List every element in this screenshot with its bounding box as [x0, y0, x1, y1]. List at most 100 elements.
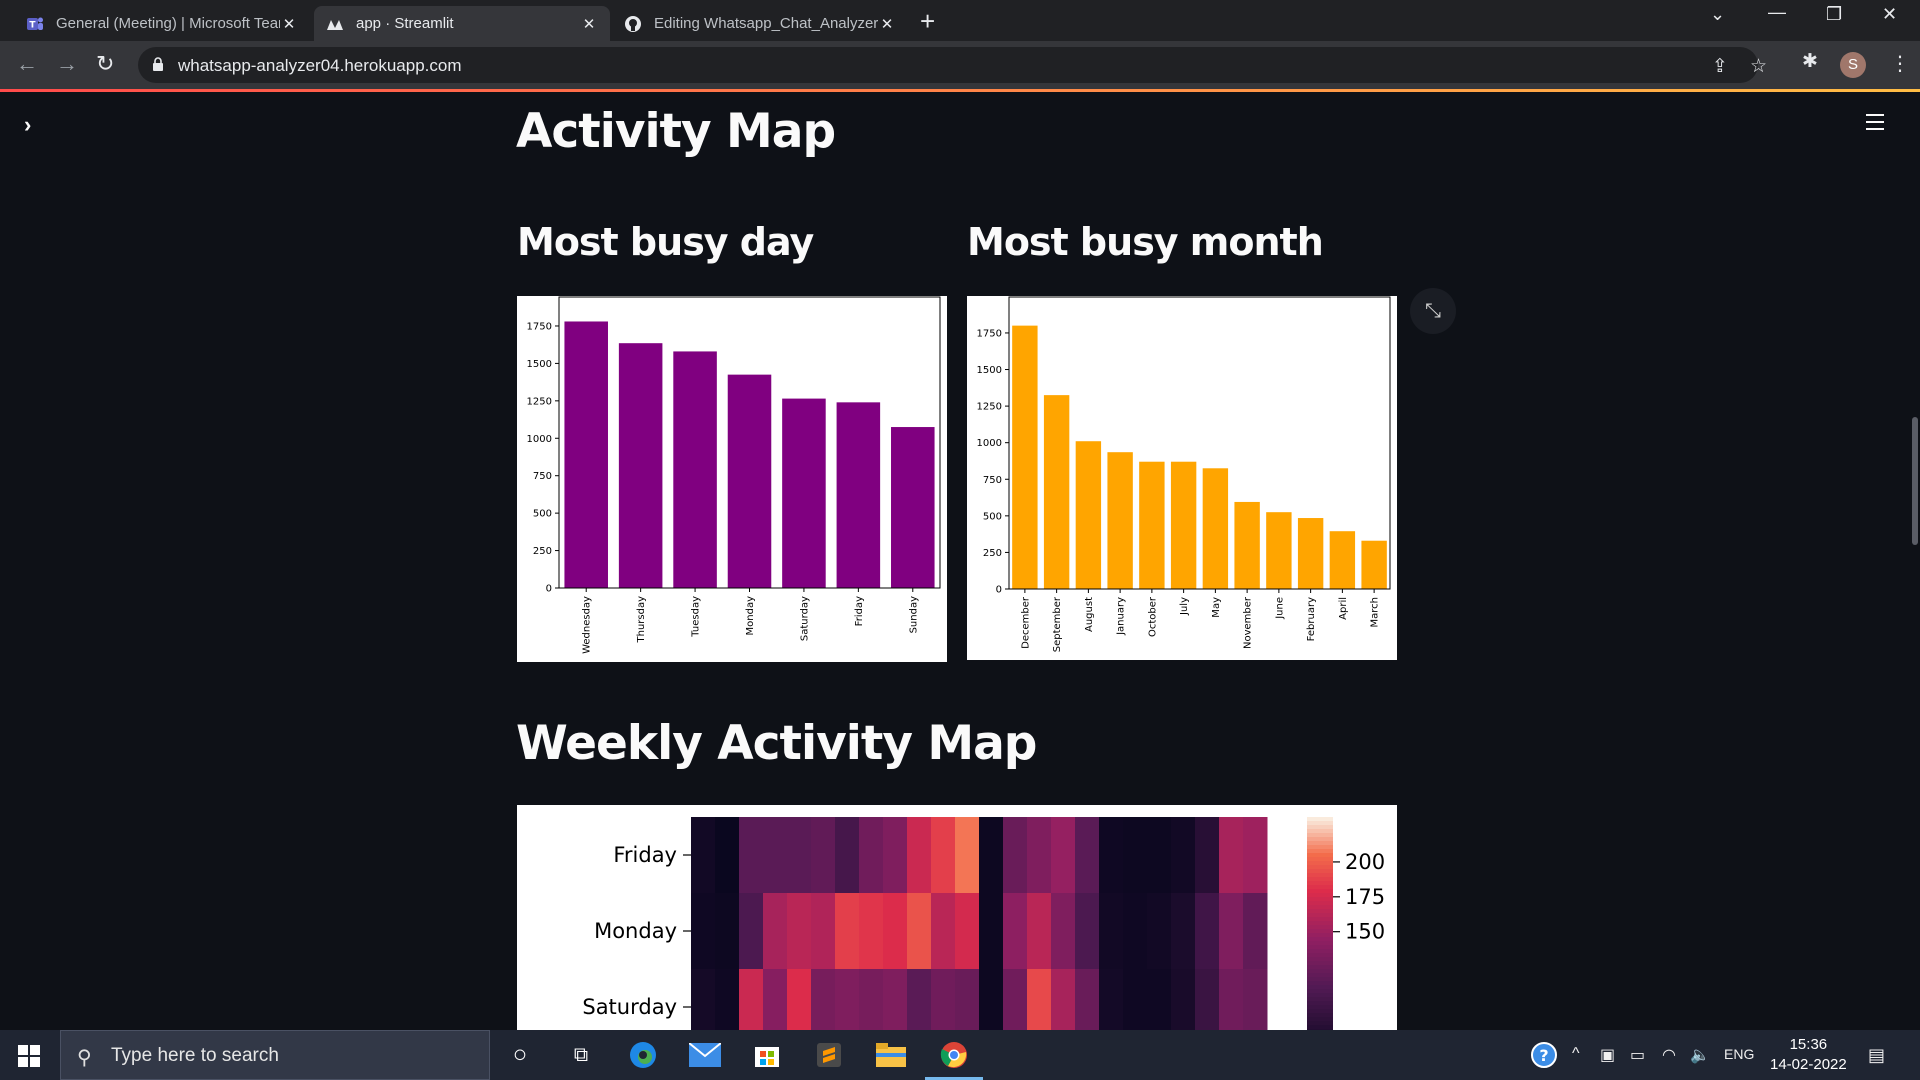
edge-icon[interactable] — [626, 1038, 660, 1072]
page-scrollbar[interactable] — [1912, 417, 1918, 545]
colorbar-segment — [1307, 821, 1333, 826]
x-tick-label: Saturday — [799, 596, 810, 641]
heatmap-cell — [763, 817, 788, 894]
colorbar-segment — [1307, 921, 1333, 926]
bar — [564, 321, 608, 588]
main-menu-icon[interactable] — [1866, 114, 1884, 135]
heatmap-cell — [1147, 969, 1172, 1030]
file-explorer-icon[interactable] — [874, 1038, 908, 1072]
colorbar-segment — [1307, 889, 1333, 894]
x-tick-label: Sunday — [908, 596, 919, 633]
heatmap-cell — [691, 893, 716, 970]
wifi-icon[interactable]: ◠ — [1662, 1047, 1676, 1064]
heatmap-cell — [1243, 893, 1268, 970]
colorbar-segment — [1307, 885, 1333, 890]
sidebar-expand-chevron-icon[interactable]: › — [24, 112, 32, 137]
colorbar-segment — [1307, 961, 1333, 966]
bar — [673, 351, 717, 588]
notifications-icon[interactable]: ▤ — [1868, 1045, 1886, 1065]
y-tick-label: 250 — [533, 546, 552, 557]
close-icon[interactable]: ✕ — [582, 15, 596, 33]
profile-avatar[interactable]: S — [1840, 52, 1866, 78]
help-icon[interactable]: ? — [1530, 1041, 1558, 1074]
show-hidden-icons-chevron-icon[interactable]: ^ — [1572, 1045, 1580, 1062]
cortana-icon[interactable]: ○ — [512, 1041, 528, 1068]
reload-button[interactable]: ↻ — [96, 51, 115, 76]
restore-button[interactable]: ❐ — [1826, 4, 1843, 24]
heatmap-cell — [811, 817, 836, 894]
x-tick-label: November — [1243, 596, 1254, 649]
colorbar-segment — [1307, 1009, 1333, 1014]
taskbar-clock[interactable]: 15:36 14-02-2022 — [1770, 1036, 1847, 1073]
forward-button[interactable]: → — [56, 51, 78, 76]
tab-github[interactable]: Editing Whatsapp_Chat_Analyzer ✕ — [612, 6, 908, 41]
busy-day-bar-chart: 0 250 500 750 1000 1250 1500 1750 Wednesday Thurs… — [527, 296, 941, 654]
battery-icon[interactable]: ▭ — [1630, 1047, 1646, 1064]
heatmap-cell — [931, 969, 956, 1030]
heatmap-cell — [859, 817, 884, 894]
address-bar[interactable]: whatsapp-analyzer04.herokuapp.com ⇪ ☆ — [138, 47, 1767, 83]
window-close-button[interactable]: ✕ — [1882, 4, 1898, 24]
bar — [1266, 512, 1292, 589]
colorbar-segment — [1307, 825, 1333, 830]
tab-microsoft-teams[interactable]: T General (Meeting) | Microsoft Teams ✕ — [14, 6, 310, 41]
browser-menu-icon[interactable]: ⋮ — [1890, 53, 1910, 75]
x-tick-label: July — [1179, 597, 1190, 616]
heatmap-cell — [979, 817, 1004, 894]
taskbar-search-box[interactable]: ⚲ Type here to search — [60, 1030, 490, 1080]
colorbar-segment — [1307, 853, 1333, 858]
close-icon[interactable]: ✕ — [880, 15, 894, 33]
back-button[interactable]: ← — [16, 51, 38, 76]
windows-start-icon[interactable] — [18, 1045, 40, 1067]
colorbar-segment — [1307, 901, 1333, 906]
colorbar-segment — [1307, 1005, 1333, 1010]
tab-streamlit[interactable]: app · Streamlit ✕ — [314, 6, 610, 41]
task-view-icon[interactable]: ⧉ — [573, 1043, 589, 1066]
heatmap-cell — [1051, 893, 1076, 970]
sublime-text-icon[interactable] — [812, 1038, 846, 1072]
heatmap-cell — [1003, 817, 1028, 894]
close-icon[interactable]: ✕ — [282, 15, 296, 33]
colorbar-segment — [1307, 861, 1333, 866]
browser-toolbar: ← → ↻ whatsapp-analyzer04.herokuapp.com … — [0, 41, 1920, 89]
heatmap-cell — [1147, 817, 1172, 894]
language-indicator[interactable]: ENG — [1724, 1046, 1755, 1062]
heatmap-cell — [1171, 817, 1196, 894]
colorbar-segment — [1307, 933, 1333, 938]
heatmap-cell — [1051, 969, 1076, 1030]
colorbar-segment — [1307, 1017, 1333, 1022]
chrome-icon[interactable] — [937, 1038, 971, 1072]
mail-icon[interactable] — [688, 1038, 722, 1072]
x-tick-label: April — [1338, 597, 1349, 620]
heatmap-cell — [1027, 893, 1052, 970]
windows-taskbar: ⚲ Type here to search ○ ⧉ ? ^ ▣ ▭ ◠ 🔈 EN… — [0, 1030, 1920, 1080]
fullscreen-expand-icon[interactable]: ⤡ — [1410, 288, 1456, 334]
colorbar-segment — [1307, 873, 1333, 878]
extensions-puzzle-icon[interactable]: ✱ — [1802, 51, 1818, 72]
bar — [1170, 461, 1197, 589]
colorbar-segment — [1307, 1001, 1333, 1006]
bookmark-star-icon[interactable]: ☆ — [1750, 56, 1768, 77]
heatmap-cell — [739, 893, 764, 970]
bar — [1043, 395, 1070, 589]
heatmap-cell — [907, 817, 932, 894]
tab-search-icon[interactable]: ⌄ — [1710, 4, 1726, 24]
heatmap-cell — [1075, 893, 1100, 970]
colorbar-segment — [1307, 997, 1333, 1002]
new-tab-button[interactable]: + — [920, 6, 936, 36]
heatmap-cell — [883, 893, 908, 970]
heatmap-cell — [883, 817, 908, 894]
minimize-button[interactable]: — — [1768, 2, 1786, 22]
share-icon[interactable]: ⇪ — [1712, 56, 1728, 77]
heatmap-cell — [739, 817, 764, 894]
microsoft-store-icon[interactable] — [750, 1038, 784, 1072]
search-placeholder: Type here to search — [111, 1045, 279, 1066]
heatmap-cell — [931, 893, 956, 970]
y-tick-label: 1250 — [977, 402, 1002, 413]
heatmap-cell — [787, 817, 812, 894]
security-shield-icon[interactable]: ▣ — [1600, 1047, 1616, 1064]
colorbar-segment — [1307, 941, 1333, 946]
volume-icon[interactable]: 🔈 — [1690, 1047, 1710, 1064]
streamlit-icon — [326, 15, 344, 33]
colorbar-segment — [1307, 837, 1333, 842]
